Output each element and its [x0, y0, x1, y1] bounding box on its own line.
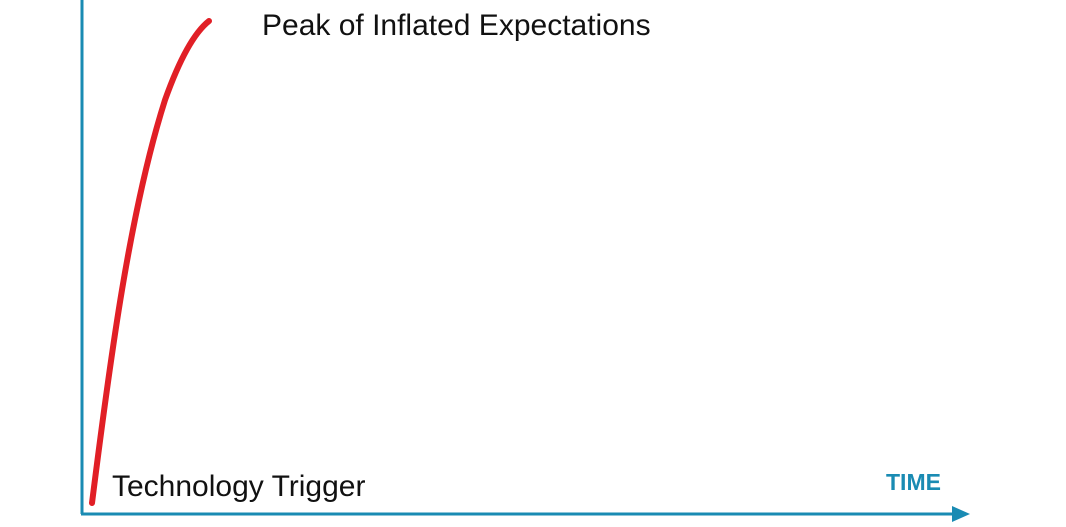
trigger-label: Technology Trigger	[112, 470, 366, 503]
x-axis-arrowhead	[952, 506, 970, 522]
hype-curve	[89, 18, 212, 506]
peak-label: Peak of Inflated Expectations	[262, 9, 651, 42]
x-axis-label: TIME	[886, 469, 941, 495]
